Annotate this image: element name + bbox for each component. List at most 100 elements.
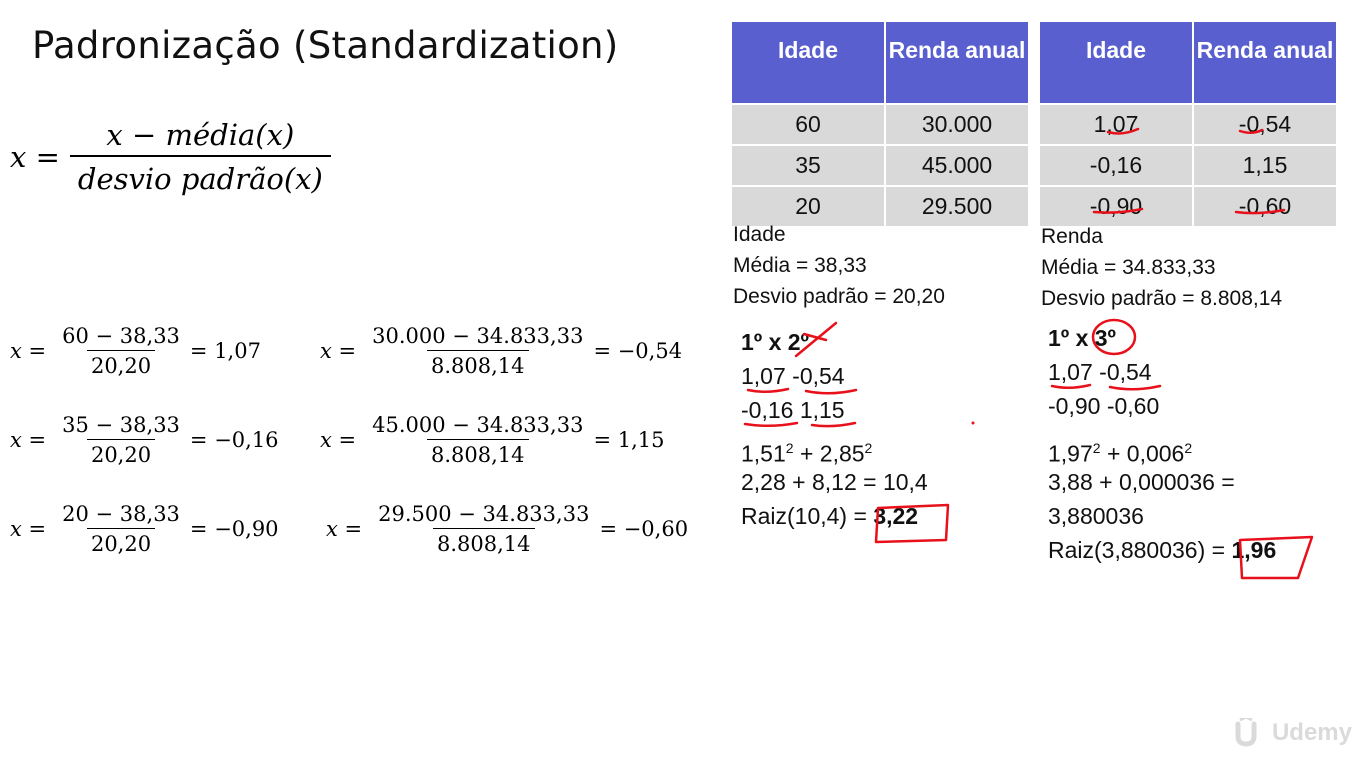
step-line: 3,880036 bbox=[1048, 503, 1144, 529]
step-line: 1,512 + 2,852 bbox=[741, 431, 928, 467]
step-line: 2,28 + 8,12 = 10,4 bbox=[741, 469, 928, 495]
calc-result: = −0,16 bbox=[189, 428, 279, 452]
calc-lhs: x = bbox=[326, 517, 363, 541]
stats-stddev: Desvio padrão = 8.808,14 bbox=[1041, 287, 1283, 310]
table-cell: 29.500 bbox=[886, 187, 1028, 226]
calc-numerator: 20 − 38,33 bbox=[62, 502, 180, 526]
table-row: 35 45.000 bbox=[732, 146, 1028, 185]
calc-numerator: 29.500 − 34.833,33 bbox=[378, 502, 590, 526]
term: 1,51 bbox=[741, 440, 786, 467]
calc-result: = −0,60 bbox=[599, 517, 689, 541]
calc-idade-20: x = 20 − 38,33 20,20 = −0,90 bbox=[10, 494, 279, 564]
formula-denominator: desvio padrão(x) bbox=[69, 155, 331, 196]
term: + 0,006 bbox=[1100, 440, 1185, 467]
standardized-table: Idade Renda anual 1,07 -0,54 -0,16 1,15 … bbox=[1038, 20, 1338, 228]
table-cell: -0,16 bbox=[1040, 146, 1192, 185]
result-value: 1,96 bbox=[1231, 537, 1277, 563]
step-line: 3,88 + 0,000036 = bbox=[1048, 469, 1235, 495]
calc-renda-29500: x = 29.500 − 34.833,33 8.808,14 = −0,60 bbox=[326, 494, 688, 564]
step-heading: 1º x 2º bbox=[741, 325, 928, 359]
udemy-logo-icon bbox=[1235, 718, 1257, 747]
stats-mean: Média = 38,33 bbox=[733, 254, 867, 277]
exponent: 2 bbox=[1092, 440, 1101, 456]
table-cell: 45.000 bbox=[886, 146, 1028, 185]
table-row: -0,16 1,15 bbox=[1040, 146, 1336, 185]
watermark-text: Udemy bbox=[1271, 719, 1352, 746]
calc-denominator: 20,20 bbox=[86, 439, 156, 467]
table-header-row: Idade Renda anual bbox=[1040, 22, 1336, 103]
step-heading-b: 2º bbox=[787, 329, 809, 355]
table-cell: 1,07 bbox=[1040, 105, 1192, 144]
step-heading: 1º x 3º bbox=[1048, 321, 1276, 355]
standardization-formula: x = x − média(x) desvio padrão(x) bbox=[10, 112, 331, 202]
exponent: 2 bbox=[864, 440, 873, 456]
calc-renda-45000: x = 45.000 − 34.833,33 8.808,14 = 1,15 bbox=[320, 405, 664, 475]
stats-label: Renda bbox=[1041, 225, 1103, 248]
calc-denominator: 20,20 bbox=[86, 350, 156, 378]
stats-label: Idade bbox=[733, 223, 786, 246]
calc-numerator: 45.000 − 34.833,33 bbox=[372, 413, 584, 437]
column-header: Idade bbox=[1040, 22, 1192, 103]
table-cell: -0,54 bbox=[1194, 105, 1336, 144]
step-line: Raiz(10,4) = 3,22 bbox=[741, 499, 928, 533]
calc-denominator: 8.808,14 bbox=[427, 350, 529, 378]
renda-stats: Renda Média = 34.833,33 Desvio padrão = … bbox=[1041, 221, 1282, 314]
table-cell: 1,15 bbox=[1194, 146, 1336, 185]
calc-idade-35: x = 35 − 38,33 20,20 = −0,16 bbox=[10, 405, 279, 475]
calc-result: = −0,90 bbox=[189, 517, 279, 541]
calc-lhs: x = bbox=[320, 339, 357, 363]
calc-numerator: 30.000 − 34.833,33 bbox=[372, 324, 584, 348]
step-text: Raiz(3,880036) = bbox=[1048, 537, 1232, 563]
calc-lhs: x = bbox=[10, 428, 47, 452]
table-header-row: Idade Renda anual bbox=[732, 22, 1028, 103]
exponent: 2 bbox=[1184, 440, 1193, 456]
calc-fraction: 60 − 38,33 20,20 bbox=[58, 324, 184, 378]
table-cell: 35 bbox=[732, 146, 884, 185]
calc-idade-60: x = 60 − 38,33 20,20 = 1,07 bbox=[10, 316, 261, 386]
distance-1-2-steps: 1º x 2º 1,07 -0,54 -0,16 1,15 1,512 + 2,… bbox=[741, 325, 928, 533]
calc-fraction: 45.000 − 34.833,33 8.808,14 bbox=[368, 413, 587, 467]
step-heading-b: 3º bbox=[1094, 325, 1116, 351]
calc-denominator: 8.808,14 bbox=[433, 528, 535, 556]
step-heading-a: 1º x bbox=[1048, 325, 1095, 351]
table-row: 20 29.500 bbox=[732, 187, 1028, 226]
table-cell: 30.000 bbox=[886, 105, 1028, 144]
calc-lhs: x = bbox=[10, 339, 47, 363]
stray-dot bbox=[971, 421, 975, 425]
column-header: Renda anual bbox=[1194, 22, 1336, 103]
column-header: Idade bbox=[732, 22, 884, 103]
table-cell: 60 bbox=[732, 105, 884, 144]
table-cell: -0,90 bbox=[1040, 187, 1192, 226]
calc-result: = −0,54 bbox=[593, 339, 683, 363]
formula-fraction: x − média(x) desvio padrão(x) bbox=[69, 118, 331, 196]
calc-numerator: 60 − 38,33 bbox=[62, 324, 180, 348]
calc-fraction: 20 − 38,33 20,20 bbox=[58, 502, 184, 556]
step-line: -0,90 -0,60 bbox=[1048, 393, 1160, 419]
step-line: Raiz(3,880036) = 1,96 bbox=[1048, 533, 1276, 567]
distance-1-3-steps: 1º x 3º 1,07 -0,54 -0,90 -0,60 1,972 + 0… bbox=[1048, 321, 1276, 567]
calc-result: = 1,15 bbox=[593, 428, 665, 452]
table-cell: 20 bbox=[732, 187, 884, 226]
calc-fraction: 30.000 − 34.833,33 8.808,14 bbox=[368, 324, 587, 378]
step-line: -0,16 1,15 bbox=[741, 397, 845, 423]
term: 1,97 bbox=[1048, 440, 1093, 467]
udemy-logo: Udemy bbox=[1232, 718, 1352, 748]
idade-stats: Idade Média = 38,33 Desvio padrão = 20,2… bbox=[733, 219, 945, 312]
table-row: 60 30.000 bbox=[732, 105, 1028, 144]
calc-denominator: 20,20 bbox=[86, 528, 156, 556]
table-row: -0,90 -0,60 bbox=[1040, 187, 1336, 226]
calc-denominator: 8.808,14 bbox=[427, 439, 529, 467]
step-line: 1,07 -0,54 bbox=[1048, 359, 1152, 385]
table-cell: -0,60 bbox=[1194, 187, 1336, 226]
formula-lhs: x = bbox=[10, 140, 60, 174]
step-text: Raiz(10,4) = bbox=[741, 503, 874, 529]
step-line: 1,972 + 0,0062 bbox=[1048, 431, 1276, 467]
exponent: 2 bbox=[785, 440, 794, 456]
calc-fraction: 35 − 38,33 20,20 bbox=[58, 413, 184, 467]
column-header: Renda anual bbox=[886, 22, 1028, 103]
calc-numerator: 35 − 38,33 bbox=[62, 413, 180, 437]
calc-renda-30000: x = 30.000 − 34.833,33 8.808,14 = −0,54 bbox=[320, 316, 682, 386]
term: + 2,85 bbox=[793, 440, 865, 467]
result-value: 3,22 bbox=[873, 503, 919, 529]
calc-lhs: x = bbox=[10, 517, 47, 541]
